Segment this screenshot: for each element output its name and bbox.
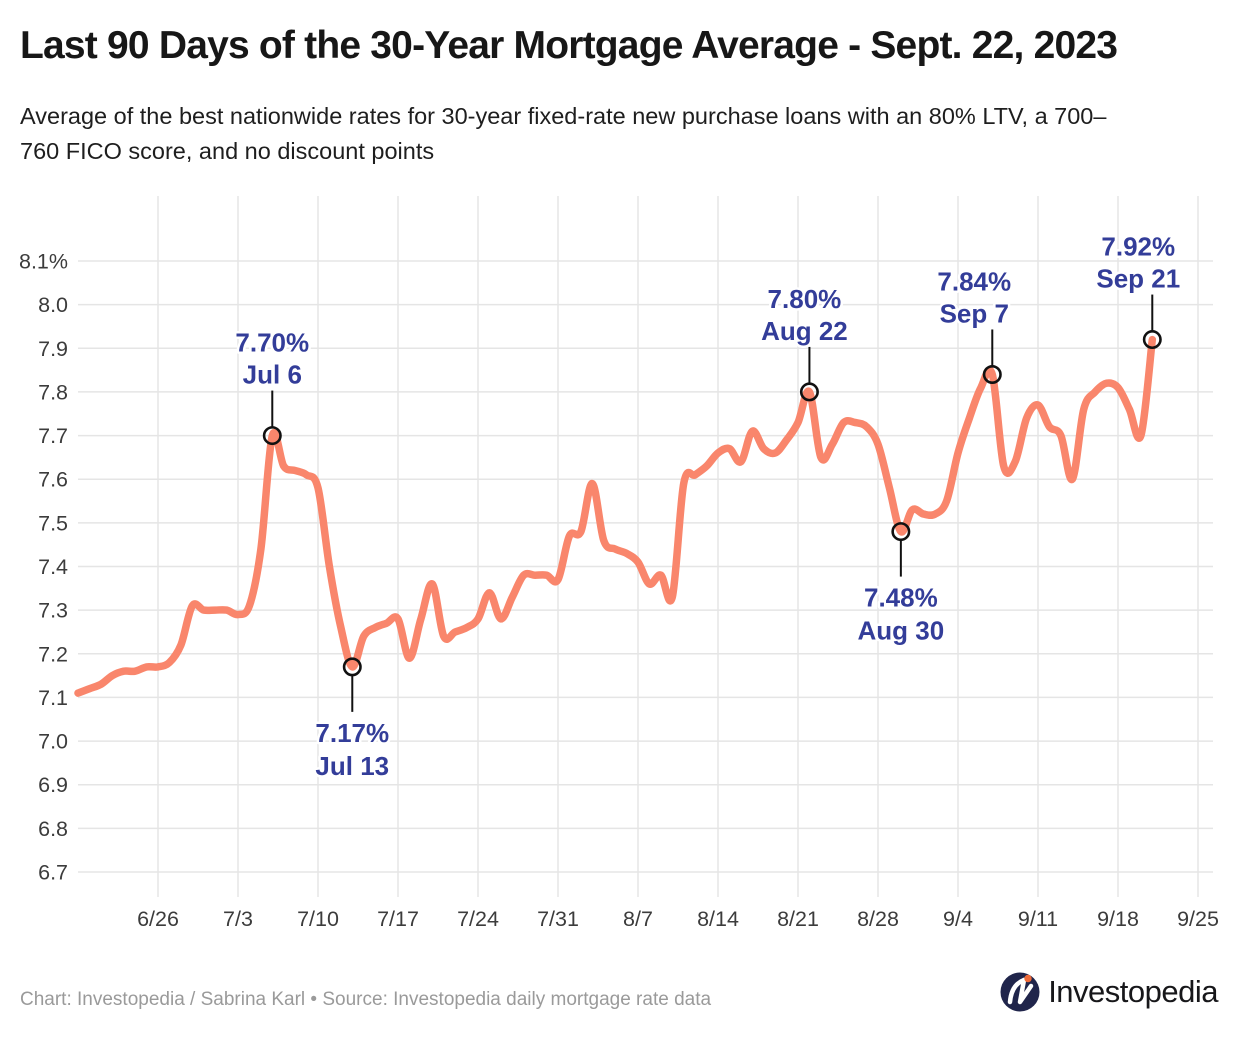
chart-subtitle: Average of the best nationwide rates for… [20,99,1225,169]
annotation-date: Sep 21 [1096,264,1180,294]
x-tick-label: 8/28 [857,907,899,931]
y-tick-label: 8.1% [19,250,68,274]
y-tick-label: 7.6 [38,468,68,492]
x-tick-label: 9/11 [1018,907,1058,931]
x-tick-label: 7/31 [537,907,579,931]
investopedia-logo-icon [1000,972,1040,1012]
y-tick-label: 8.0 [38,293,68,317]
y-tick-label: 7.9 [38,337,68,361]
y-tick-label: 7.2 [38,642,68,666]
x-tick-label: 7/10 [297,907,339,931]
y-tick-label: 7.3 [38,599,68,623]
annotation-value: 7.84% [937,266,1011,296]
y-tick-label: 7.1 [38,686,68,710]
investopedia-logo: Investopedia [999,971,1218,1013]
x-tick-label: 7/3 [223,907,253,931]
y-tick-label: 7.7 [38,424,68,448]
x-tick-label: 6/26 [137,907,179,931]
x-tick-label: 9/18 [1097,907,1139,931]
annotation-marker [982,364,1002,384]
y-tick-label: 6.7 [38,861,68,885]
annotation-value: 7.17% [315,718,389,748]
annotation-marker [1142,330,1162,350]
chart-subtitle-line1: Average of the best nationwide rates for… [20,103,1107,129]
x-tick-label: 8/14 [697,907,739,931]
rate-line [74,335,1157,697]
annotation-value: 7.48% [864,583,938,613]
x-tick-label: 8/21 [777,907,819,931]
chart-subtitle-line2: 760 FICO score, and no discount points [20,138,435,164]
annotation-value: 7.70% [235,328,309,358]
annotation-value: 7.92% [1101,232,1175,262]
y-tick-label: 6.9 [38,773,68,797]
page-title: Last 90 Days of the 30-Year Mortgage Ave… [20,24,1118,67]
x-tick-label: 9/4 [943,907,973,931]
investopedia-logo-text: Investopedia [1048,974,1218,1009]
annotation-marker [262,426,282,446]
y-tick-label: 7.5 [38,511,68,535]
y-tick-label: 7.4 [38,555,68,579]
annotation-marker [342,657,362,677]
x-tick-label: 7/17 [377,907,419,931]
chart-credit: Chart: Investopedia / Sabrina Karl • Sou… [20,989,712,1010]
annotation-date: Aug 30 [858,616,945,646]
x-tick-label: 9/25 [1177,907,1219,931]
annotation-date: Jul 6 [243,360,302,390]
annotation-marker [799,382,819,402]
x-tick-label: 8/7 [623,907,653,931]
annotation-marker [891,522,911,542]
y-tick-label: 7.0 [38,730,68,754]
annotation-value: 7.80% [768,284,842,314]
y-tick-label: 6.8 [38,817,68,841]
annotation-date: Sep 7 [940,298,1009,328]
x-tick-label: 7/24 [457,907,499,931]
annotation-date: Jul 13 [315,751,389,781]
y-tick-label: 7.8 [38,380,68,404]
annotation-date: Aug 22 [761,316,848,346]
